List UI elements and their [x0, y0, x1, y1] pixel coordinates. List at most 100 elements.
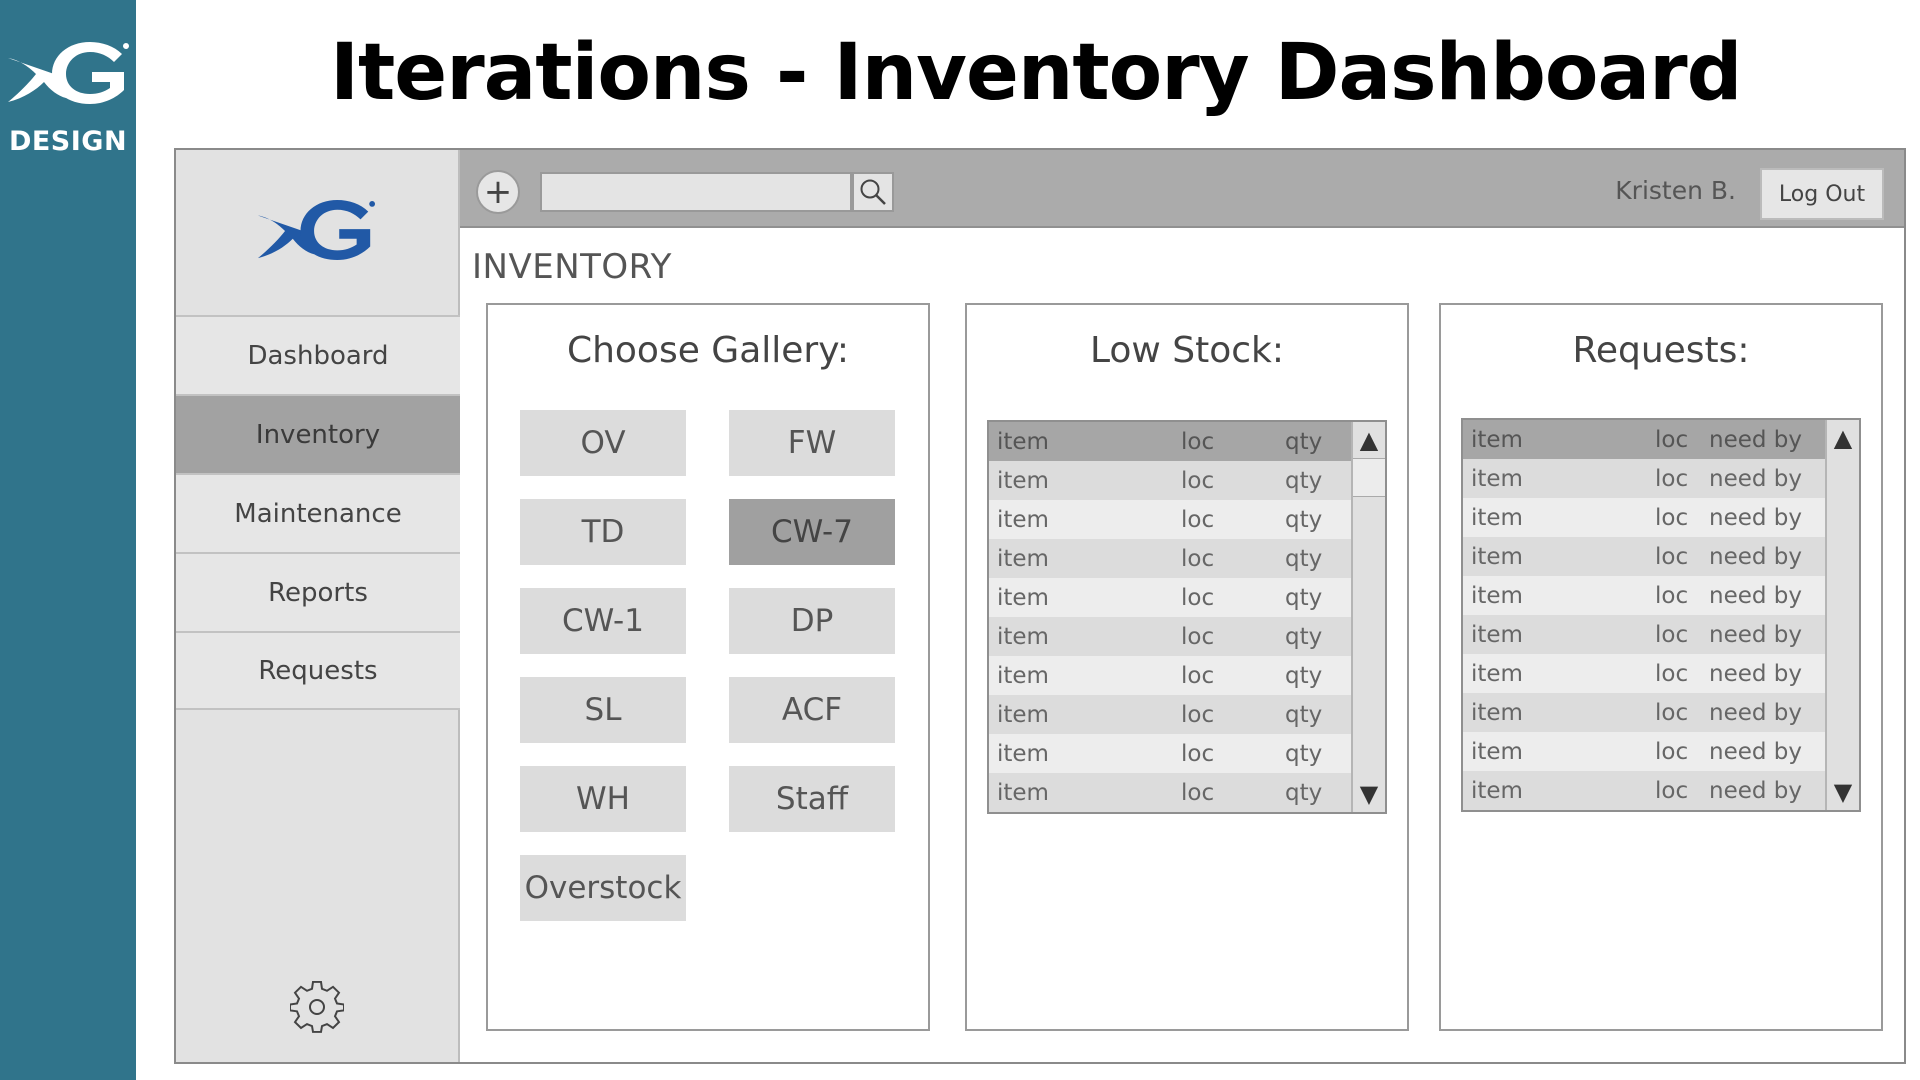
- table-row[interactable]: item loc need by: [1463, 537, 1825, 576]
- gallery-panel: Choose Gallery: OV FW TD CW-7 CW-1 DP SL…: [486, 303, 930, 1031]
- cell-loc: loc: [1655, 661, 1689, 687]
- table-row[interactable]: item loc qty: [989, 500, 1351, 539]
- table-row[interactable]: item loc qty: [989, 773, 1351, 812]
- cell-item: item: [1471, 466, 1523, 492]
- cell-item: item: [1471, 544, 1523, 570]
- gallery-button-staff[interactable]: Staff: [729, 766, 895, 832]
- cell-loc: loc: [1181, 741, 1215, 767]
- sidebar-item-dashboard[interactable]: Dashboard: [176, 315, 460, 394]
- scrollbar[interactable]: ▲ ▼: [1825, 420, 1859, 810]
- cell-item: item: [1471, 778, 1523, 804]
- cell-qty: qty: [1285, 624, 1323, 650]
- cell-need-by: need by: [1709, 622, 1802, 648]
- cell-need-by: need by: [1709, 505, 1802, 531]
- gear-icon[interactable]: [290, 980, 344, 1034]
- cell-qty: qty: [1285, 702, 1323, 728]
- cell-item: item: [1471, 700, 1523, 726]
- triangle-down-icon[interactable]: ▼: [1833, 778, 1853, 806]
- column-header-loc: loc: [1181, 429, 1215, 455]
- cell-loc: loc: [1655, 505, 1689, 531]
- cell-qty: qty: [1285, 780, 1323, 806]
- cell-loc: loc: [1181, 468, 1215, 494]
- gallery-button-acf[interactable]: ACF: [729, 677, 895, 743]
- sidebar: Dashboard Inventory Maintenance Reports …: [176, 150, 460, 1062]
- table-row[interactable]: item loc need by: [1463, 654, 1825, 693]
- cell-loc: loc: [1655, 778, 1689, 804]
- low-stock-table: item loc qty item loc qty item loc qty item l…: [987, 420, 1387, 814]
- triangle-up-icon[interactable]: ▲: [1359, 426, 1379, 454]
- cell-loc: loc: [1655, 700, 1689, 726]
- cell-need-by: need by: [1709, 466, 1802, 492]
- sidebar-item-reports[interactable]: Reports: [176, 552, 460, 631]
- requests-panel: Requests: item loc need by item loc need b…: [1439, 303, 1883, 1031]
- cell-qty: qty: [1285, 585, 1323, 611]
- xg-logo-icon[interactable]: [256, 196, 376, 266]
- column-header-item: item: [1471, 427, 1523, 453]
- cell-item: item: [997, 585, 1049, 611]
- sidebar-item-maintenance[interactable]: Maintenance: [176, 473, 460, 552]
- cell-qty: qty: [1285, 741, 1323, 767]
- gallery-button-wh[interactable]: WH: [520, 766, 686, 832]
- sidebar-item-requests[interactable]: Requests: [176, 631, 460, 710]
- logout-button[interactable]: Log Out: [1760, 168, 1884, 220]
- user-name: Kristen B.: [1615, 176, 1736, 205]
- add-button[interactable]: +: [476, 170, 520, 214]
- cell-item: item: [997, 780, 1049, 806]
- table-row[interactable]: item loc qty: [989, 695, 1351, 734]
- cell-loc: loc: [1181, 507, 1215, 533]
- gallery-button-fw[interactable]: FW: [729, 410, 895, 476]
- sidebar-item-inventory[interactable]: Inventory: [176, 394, 460, 473]
- table-row[interactable]: item loc qty: [989, 539, 1351, 578]
- cell-loc: loc: [1181, 624, 1215, 650]
- gallery-button-dp[interactable]: DP: [729, 588, 895, 654]
- gallery-button-cw-1[interactable]: CW-1: [520, 588, 686, 654]
- cell-loc: loc: [1655, 622, 1689, 648]
- requests-table: item loc need by item loc need by item loc n…: [1461, 418, 1861, 812]
- gallery-button-ov[interactable]: OV: [520, 410, 686, 476]
- scrollbar[interactable]: ▲ ▼: [1351, 422, 1385, 812]
- table-row[interactable]: item loc qty: [989, 656, 1351, 695]
- column-header-loc: loc: [1655, 427, 1689, 453]
- table-row[interactable]: item loc qty: [989, 734, 1351, 773]
- cell-item: item: [997, 546, 1049, 572]
- table-row[interactable]: item loc qty: [989, 617, 1351, 656]
- table-row[interactable]: item loc need by: [1463, 693, 1825, 732]
- cell-item: item: [1471, 505, 1523, 531]
- table-row[interactable]: item loc qty: [989, 578, 1351, 617]
- cell-need-by: need by: [1709, 700, 1802, 726]
- gallery-title: Choose Gallery:: [566, 330, 850, 371]
- cell-item: item: [997, 468, 1049, 494]
- table-row[interactable]: item loc need by: [1463, 732, 1825, 771]
- cell-loc: loc: [1655, 544, 1689, 570]
- table-header: item loc need by: [1463, 420, 1825, 459]
- cell-item: item: [1471, 583, 1523, 609]
- cell-item: item: [997, 663, 1049, 689]
- scroll-thumb[interactable]: [1353, 458, 1385, 497]
- cell-item: item: [1471, 739, 1523, 765]
- gallery-button-cw-7[interactable]: CW-7: [729, 499, 895, 565]
- table-row[interactable]: item loc need by: [1463, 459, 1825, 498]
- table-row[interactable]: item loc need by: [1463, 771, 1825, 810]
- cell-need-by: need by: [1709, 739, 1802, 765]
- xg-logo-icon: [8, 42, 129, 104]
- table-row[interactable]: item loc need by: [1463, 615, 1825, 654]
- plus-icon: +: [483, 172, 513, 212]
- page-title: INVENTORY: [472, 247, 672, 287]
- triangle-down-icon[interactable]: ▼: [1359, 780, 1379, 808]
- cell-loc: loc: [1181, 585, 1215, 611]
- brand-band: DESIGN: [0, 0, 136, 1080]
- table-row[interactable]: item loc need by: [1463, 576, 1825, 615]
- table-row[interactable]: item loc need by: [1463, 498, 1825, 537]
- search-input[interactable]: [540, 172, 852, 212]
- search-button[interactable]: [852, 172, 894, 212]
- gallery-button-td[interactable]: TD: [520, 499, 686, 565]
- cell-qty: qty: [1285, 507, 1323, 533]
- cell-loc: loc: [1181, 702, 1215, 728]
- table-row[interactable]: item loc qty: [989, 461, 1351, 500]
- triangle-up-icon[interactable]: ▲: [1833, 424, 1853, 452]
- gallery-button-overstock[interactable]: Overstock: [520, 855, 686, 921]
- cell-loc: loc: [1655, 583, 1689, 609]
- gallery-button-sl[interactable]: SL: [520, 677, 686, 743]
- sidebar-nav: Dashboard Inventory Maintenance Reports …: [176, 315, 460, 710]
- topbar: + Kristen B. Log Out: [460, 150, 1904, 228]
